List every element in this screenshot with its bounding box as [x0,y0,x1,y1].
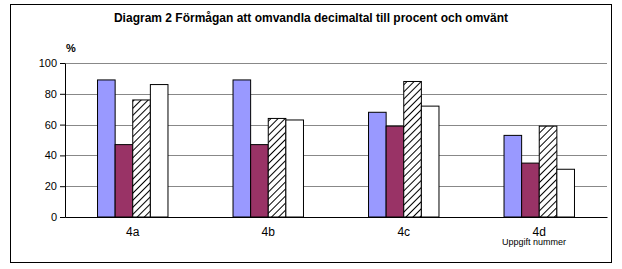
x-axis: 4a 4b 4c 4d [66,217,608,239]
bar [251,145,269,217]
chart-frame [11,5,612,263]
tick-label: 4c [397,225,410,239]
series [150,85,574,217]
tick: 0 [51,211,65,223]
tick-mark [60,186,65,187]
tick: 4d [533,217,546,239]
tick: 20 [45,180,65,192]
grid [65,64,607,218]
bar [286,120,304,217]
bar [150,85,168,217]
bar [98,80,116,217]
tick: 60 [45,119,65,131]
tick-mark [60,155,65,156]
grid-line [65,63,607,64]
tick-label: 80 [45,88,57,100]
y-axis-title: % [66,42,76,54]
tick-mark [60,63,65,64]
tick-label: 0 [51,211,57,223]
axis-line [66,217,608,218]
bar [421,106,439,217]
tick-label: 4b [262,225,276,239]
series [115,126,539,217]
bar [404,81,422,217]
grid-line [65,217,607,218]
y-axis: 0 20 40 60 80 100 [39,57,66,223]
tick: 100 [39,57,65,69]
tick-mark [60,125,65,126]
tick-mark [60,217,65,218]
tick: 80 [45,88,65,100]
tick-label: 60 [45,119,57,131]
tick: 4c [397,217,410,239]
tick-label: 20 [45,180,57,192]
tick-label: 100 [39,57,57,69]
series [133,81,557,217]
tick: 4a [126,217,140,239]
grid-line [65,94,607,95]
axis-line [65,64,66,218]
tick: 4b [262,217,276,239]
bar [522,163,540,217]
bar [115,145,133,217]
bar [133,100,151,217]
tick: 40 [45,149,65,161]
tick-label: 4a [126,225,140,239]
tick-label: 40 [45,149,57,161]
tick-mark [60,94,65,95]
bar [539,126,557,217]
series [98,80,522,217]
bar [504,135,522,217]
bar [369,112,387,217]
bar [557,169,575,217]
chart: Diagram 2 Förmågan att omvandla decimalt… [0,0,622,269]
bars [98,80,575,217]
bar [233,80,251,217]
bar [386,126,404,217]
x-axis-title: Uppgift nummer [502,237,566,247]
bar [268,118,286,217]
title: Diagram 2 Förmågan att omvandla decimalt… [114,11,508,25]
